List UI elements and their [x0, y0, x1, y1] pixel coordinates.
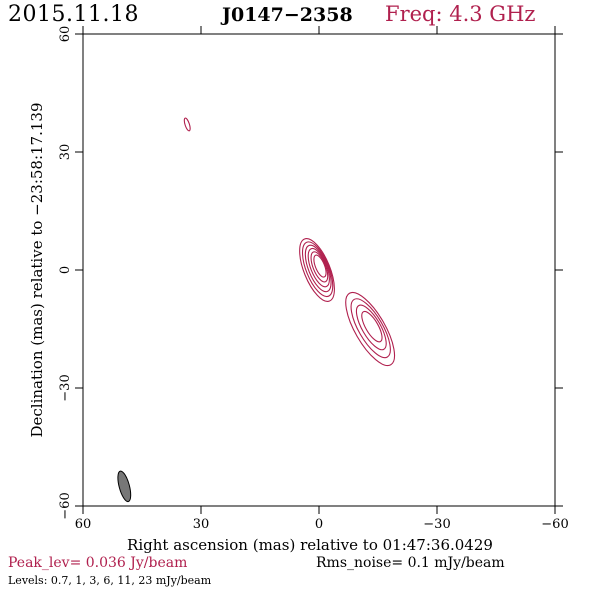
contour-layer	[183, 117, 396, 367]
contour-level	[313, 254, 327, 278]
component-0	[299, 238, 335, 302]
header-source-name: J0147−2358	[222, 4, 353, 26]
footer-contour-levels: Levels: 0.7, 1, 3, 6, 11, 23 mJy/beam	[8, 574, 212, 587]
x-tick-label: 0	[315, 517, 323, 532]
footer-rms-noise: Rms_noise= 0.1 mJy/beam	[316, 555, 505, 571]
x-tick-label: 60	[75, 517, 92, 532]
y-tick-label: 0	[58, 266, 73, 274]
x-tick-label: 30	[193, 517, 210, 532]
header-date: 2015.11.18	[8, 2, 139, 27]
beam-layer	[117, 470, 132, 503]
contour-level	[355, 304, 387, 351]
contour-level	[345, 291, 396, 367]
x-tick-label: −30	[423, 517, 450, 532]
contour-level	[304, 244, 332, 293]
x-tick-label: −60	[541, 517, 568, 532]
y-tick-label: −60	[58, 492, 73, 519]
component-1	[345, 291, 396, 367]
axis-ticks	[75, 26, 563, 514]
x-axis-label: Right ascension (mas) relative to 01:47:…	[127, 536, 493, 554]
contour-level	[299, 238, 335, 302]
contour-level	[307, 247, 330, 288]
contour-level	[183, 117, 191, 132]
footer-peak-level: Peak_lev= 0.036 Jy/beam	[8, 555, 188, 571]
y-tick-label: 30	[58, 144, 73, 161]
contour-level	[310, 251, 329, 283]
component-2	[183, 117, 191, 132]
contour-level	[361, 310, 383, 343]
header-frequency: Freq: 4.3 GHz	[385, 2, 536, 26]
y-axis-label: Declination (mas) relative to −23:58:17.…	[28, 102, 46, 437]
beam-ellipse	[117, 470, 132, 503]
contour-level	[301, 241, 334, 298]
plot-frame	[82, 33, 556, 507]
y-tick-label: −30	[58, 374, 73, 401]
y-tick-label: 60	[58, 26, 73, 43]
contour-level	[350, 298, 391, 359]
